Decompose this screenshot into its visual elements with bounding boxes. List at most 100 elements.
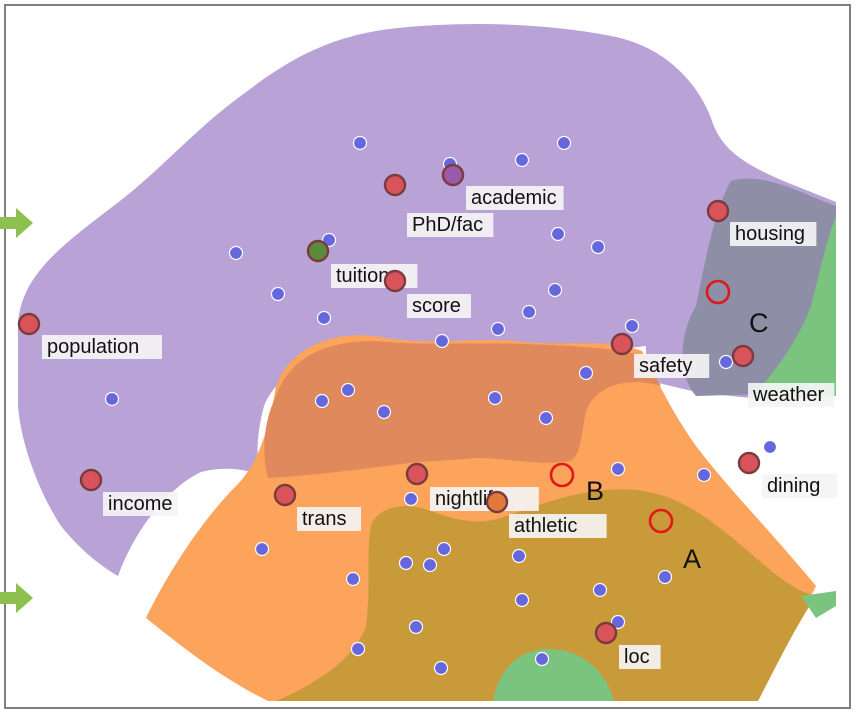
data-point[interactable] (408, 619, 424, 635)
attribute-dot[interactable] (17, 312, 41, 336)
attribute-node-academic[interactable]: academic (441, 163, 564, 210)
attribute-label-bg (407, 294, 471, 318)
selection-markers-layer: A B C (549, 279, 769, 574)
data-point[interactable] (398, 555, 414, 571)
data-point[interactable] (762, 439, 778, 455)
data-point[interactable] (104, 391, 120, 407)
data-point[interactable] (610, 461, 626, 477)
data-point[interactable] (550, 226, 566, 242)
data-point[interactable] (422, 557, 438, 573)
attribute-node-trans[interactable]: trans (273, 483, 361, 531)
attribute-label: safety (639, 355, 692, 377)
attribute-label: tuition (336, 265, 389, 287)
attribute-label-bg (619, 645, 661, 669)
attribute-label: trans (302, 508, 346, 530)
attribute-map: academic PhD/fac housing tuition score popula… (17, 24, 838, 701)
marker-ring[interactable] (648, 508, 674, 534)
data-point[interactable] (314, 393, 330, 409)
regions-layer (18, 24, 836, 701)
data-point[interactable] (270, 286, 286, 302)
data-point[interactable] (578, 365, 594, 381)
attribute-dot[interactable] (383, 269, 407, 293)
data-point[interactable] (511, 548, 527, 564)
attribute-label-bg (297, 507, 361, 531)
attribute-dot[interactable] (383, 173, 407, 197)
attribute-node-nightlife[interactable]: nightlife (405, 462, 539, 511)
attribute-node-weather[interactable]: weather (731, 344, 835, 407)
attribute-node-dining[interactable]: dining (737, 451, 838, 498)
data-point[interactable] (556, 135, 572, 151)
data-point[interactable] (657, 569, 673, 585)
purple-orange-overlap (264, 341, 661, 478)
data-point[interactable] (547, 282, 563, 298)
data-point[interactable] (534, 651, 550, 667)
data-point[interactable] (514, 152, 530, 168)
attribute-dot[interactable] (273, 483, 297, 507)
attribute-label: weather (752, 384, 824, 406)
attribute-dot[interactable] (441, 163, 465, 187)
bottom-arrow-icon (0, 583, 33, 613)
attribute-node-safety[interactable]: safety (610, 332, 710, 378)
attribute-label-bg (42, 335, 162, 359)
attribute-label: academic (471, 187, 557, 209)
attribute-label-bg (430, 487, 539, 511)
data-point[interactable] (228, 245, 244, 261)
top-arrow-icon (0, 208, 33, 238)
attribute-node-housing[interactable]: housing (706, 199, 817, 246)
olive-region (276, 489, 816, 701)
attribute-label: score (412, 295, 461, 317)
data-point[interactable] (350, 641, 366, 657)
data-point[interactable] (696, 467, 712, 483)
attribute-dot[interactable] (306, 239, 330, 263)
selection-marker-a[interactable]: A (648, 508, 701, 574)
data-point[interactable] (514, 592, 530, 608)
data-point[interactable] (610, 614, 626, 630)
attribute-label: loc (624, 646, 650, 668)
attribute-label-bg (466, 186, 564, 210)
attribute-label-bg (634, 354, 710, 378)
attribute-node-phd-fac[interactable]: PhD/fac (383, 173, 494, 237)
attribute-node-score[interactable]: score (383, 269, 471, 318)
attribute-dot[interactable] (594, 621, 618, 645)
data-point[interactable] (433, 660, 449, 676)
attribute-node-population[interactable]: population (17, 312, 162, 359)
data-point[interactable] (592, 582, 608, 598)
attribute-node-athletic[interactable]: athletic (485, 490, 607, 538)
attribute-node-loc[interactable]: loc (594, 621, 661, 669)
data-point[interactable] (434, 333, 450, 349)
data-point[interactable] (436, 541, 452, 557)
data-point[interactable] (340, 382, 356, 398)
selection-marker-c[interactable]: C (705, 279, 769, 338)
data-point[interactable] (590, 239, 606, 255)
data-point[interactable] (376, 404, 392, 420)
data-point[interactable] (521, 304, 537, 320)
data-point[interactable] (345, 571, 361, 587)
attribute-label-bg (730, 222, 817, 246)
attribute-dot[interactable] (79, 468, 103, 492)
attribute-dot[interactable] (485, 490, 509, 514)
marker-label: A (683, 544, 701, 574)
data-point[interactable] (254, 541, 270, 557)
selection-marker-b[interactable]: B (549, 462, 604, 506)
data-point[interactable] (718, 354, 734, 370)
data-point[interactable] (490, 321, 506, 337)
attribute-label-bg (103, 492, 179, 516)
attribute-dot[interactable] (731, 344, 755, 368)
attribute-dot[interactable] (610, 332, 634, 356)
data-point[interactable] (624, 318, 640, 334)
data-point[interactable] (403, 491, 419, 507)
attribute-label: dining (767, 475, 820, 497)
data-point[interactable] (352, 135, 368, 151)
attribute-node-income[interactable]: income (79, 468, 179, 516)
marker-label: C (749, 308, 769, 338)
attribute-label: athletic (514, 515, 577, 537)
marker-ring[interactable] (549, 462, 575, 488)
data-point[interactable] (487, 390, 503, 406)
attribute-dot[interactable] (737, 451, 761, 475)
data-point[interactable] (316, 310, 332, 326)
attribute-dot[interactable] (405, 462, 429, 486)
attribute-label: housing (735, 223, 805, 245)
marker-ring[interactable] (705, 279, 731, 305)
attribute-dot[interactable] (706, 199, 730, 223)
data-point[interactable] (538, 410, 554, 426)
